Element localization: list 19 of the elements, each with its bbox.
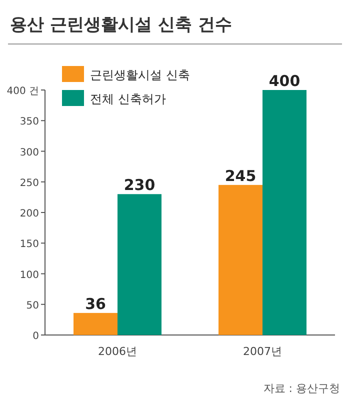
y-tick-label: 0	[32, 331, 39, 342]
y-tick-label: 100	[20, 270, 39, 281]
data-label: 36	[85, 294, 106, 313]
y-tick-label: 400 건	[6, 86, 39, 97]
chart-title: 용산 근린생활시설 신축 건수	[10, 15, 232, 35]
x-tick-label: 2007년	[243, 345, 282, 358]
y-tick-label: 50	[26, 300, 39, 312]
text: 자료 : 용산구청	[263, 382, 340, 395]
y-tick-label: 200	[20, 208, 39, 220]
legend-label: 근린생활시설 신축	[90, 68, 190, 82]
y-tick-label: 300	[20, 147, 39, 158]
y-tick-label: 350	[20, 116, 39, 128]
y-tick-label: 150	[20, 239, 39, 250]
legend-label: 전체 신축허가	[90, 92, 166, 106]
y-tick-label: 250	[20, 178, 39, 189]
data-label: 400	[268, 72, 300, 90]
data-label: 245	[224, 166, 256, 185]
x-tick-label: 2006년	[98, 345, 137, 358]
data-label: 230	[124, 176, 156, 194]
